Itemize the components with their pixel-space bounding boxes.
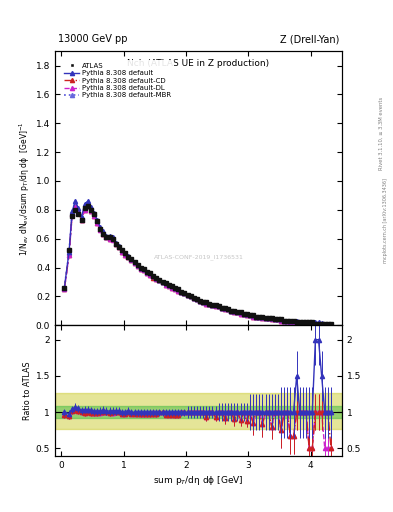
Text: Rivet 3.1.10, ≥ 3.3M events: Rivet 3.1.10, ≥ 3.3M events	[378, 96, 383, 170]
Text: 13000 GeV pp: 13000 GeV pp	[58, 34, 127, 45]
Text: ATLAS-CONF-2019_I1736531: ATLAS-CONF-2019_I1736531	[154, 254, 243, 260]
Y-axis label: Ratio to ATLAS: Ratio to ATLAS	[23, 361, 31, 420]
Bar	[55, 393, 342, 429]
Legend: ATLAS, Pythia 8.308 default, Pythia 8.308 default-CD, Pythia 8.308 default-DL, P: ATLAS, Pythia 8.308 default, Pythia 8.30…	[61, 60, 174, 101]
Text: Nch (ATLAS UE in Z production): Nch (ATLAS UE in Z production)	[127, 59, 270, 69]
Y-axis label: 1/N$_{ev}$ dN$_{ev}$/dsum p$_T$/dη dϕ  [GeV]$^{-1}$: 1/N$_{ev}$ dN$_{ev}$/dsum p$_T$/dη dϕ [G…	[17, 121, 31, 255]
Text: mcplots.cern.ch [arXiv:1306.3436]: mcplots.cern.ch [arXiv:1306.3436]	[384, 178, 388, 263]
Bar	[55, 407, 342, 418]
X-axis label: sum p$_T$/dη dϕ [GeV]: sum p$_T$/dη dϕ [GeV]	[153, 474, 244, 487]
Text: Z (Drell-Yan): Z (Drell-Yan)	[280, 34, 339, 45]
